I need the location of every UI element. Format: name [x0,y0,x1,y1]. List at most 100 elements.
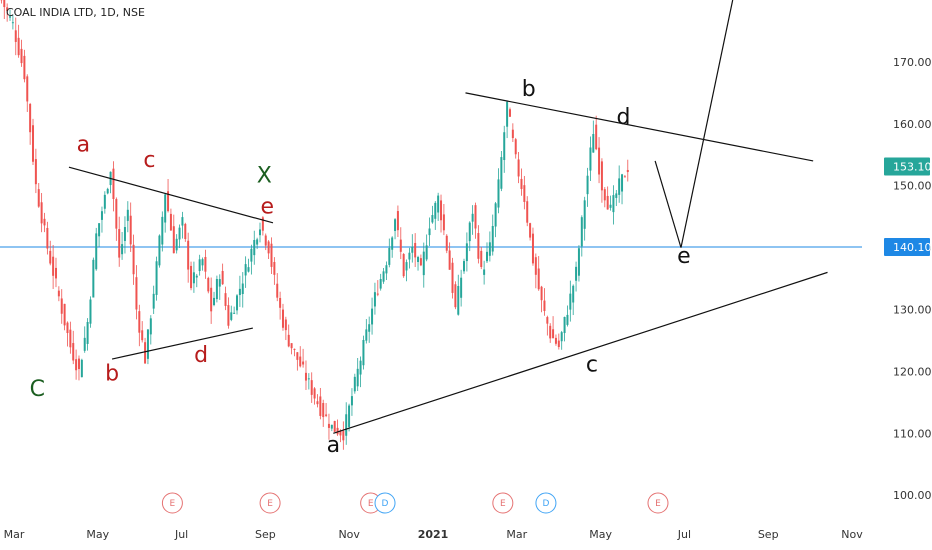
candle-body [207,277,210,292]
dividend-marker-label: D [382,499,389,509]
candle [517,152,520,184]
candle [287,324,290,348]
candle [69,321,72,354]
candle [359,356,362,388]
candle-body [89,299,92,324]
candle-body [554,337,557,344]
candle [336,419,339,436]
candle [43,212,46,233]
candle-body [451,262,454,293]
candle [480,246,483,270]
candle-body [543,300,546,311]
dividend-marker[interactable]: D [374,492,396,514]
candle-body [408,252,411,260]
earnings-marker-label: E [267,499,273,509]
candle-body [178,227,181,240]
candle-body [500,157,503,189]
price-axis[interactable]: 100.00110.00120.00130.00140.00150.00160.… [884,56,932,502]
trend-line [680,0,734,248]
candle-body [465,243,468,262]
wave-labels-layer: a c b d e C Xa b c d e [30,77,691,458]
earnings-marker[interactable]: E [492,492,514,514]
candle-body [497,179,500,208]
candle [6,3,9,22]
candle-body [514,139,517,155]
candle-body [69,329,72,348]
wave-label: e [260,195,274,220]
candle-body [356,368,359,387]
candle [146,329,149,365]
candle [238,275,241,307]
price-tick-label: 150.00 [893,180,932,193]
dividend-marker[interactable]: D [535,492,557,514]
candle [319,387,322,420]
candle [307,373,310,390]
candle-body [95,233,98,270]
earnings-marker[interactable]: E [161,492,183,514]
trend-line [465,92,814,162]
candle [138,304,141,347]
candle-body [600,161,603,191]
candle [592,120,595,153]
candle [144,337,147,364]
candle-body [307,378,310,380]
candle [580,215,583,257]
candle-body [350,396,353,406]
candle [440,194,443,233]
candle [250,244,253,275]
candle-body [376,293,379,295]
earnings-marker-label: E [655,499,661,509]
candle [29,102,32,145]
candle-body [112,168,115,199]
candle [230,305,233,322]
candle [483,260,486,285]
time-tick-label: Jul [677,528,691,541]
candle-body [440,200,443,221]
candle-body [508,109,511,117]
candle-body [422,251,425,276]
candle-body [296,352,299,360]
candle [26,74,29,112]
candle [506,101,509,139]
candle [382,268,385,284]
candle [460,269,463,307]
candle [123,216,126,254]
candle [626,159,629,182]
candle-body [566,314,569,325]
candle [425,234,428,262]
earnings-marker[interactable]: E [647,492,669,514]
candle [267,240,270,259]
wave-label: c [586,352,598,377]
candle-body [540,286,543,301]
time-tick-label: Mar [506,528,527,541]
candle [115,197,118,241]
time-axis[interactable]: Mar May Jul Sep Nov 2021 Mar May Jul Sep Nov [4,528,864,541]
candle [373,282,376,315]
dividend-marker-circle [535,492,557,514]
candle [259,222,261,243]
candle [348,403,351,432]
candle-body [172,226,175,254]
candle-body [552,329,555,339]
candle-body [531,233,534,264]
candle [419,254,422,267]
candle-body [388,247,391,265]
candle-body [256,239,259,245]
candle-body [402,254,405,277]
time-tick-label: Mar [4,528,25,541]
candle [49,240,52,266]
candle [457,274,460,316]
candle [451,257,454,299]
earnings-marker[interactable]: E [259,492,281,514]
candle [342,421,345,450]
candle-body [612,195,615,213]
candle [488,231,491,262]
candle [442,204,445,236]
candle [198,254,201,276]
candle [396,205,399,238]
candle-body [29,103,32,133]
candle [474,202,477,239]
candle-body [60,298,63,314]
